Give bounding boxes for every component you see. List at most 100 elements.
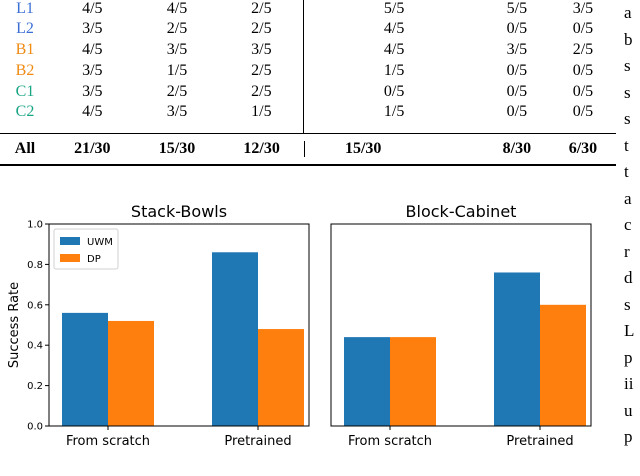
table-rule-cell (219, 122, 305, 134)
table-row: B1 4/5 3/5 3/5 4/5 3/5 2/5 (0, 39, 616, 60)
body-text-fragment: d (624, 268, 633, 287)
table-cell: 4/5 (82, 103, 103, 120)
table-cell: 3/5 (506, 40, 528, 58)
table-cell: 1/5 (383, 61, 405, 79)
bar-dp (390, 337, 436, 426)
table-cell: 2/5 (166, 82, 188, 100)
table-cell: 3/5 (572, 0, 594, 17)
table-cell: 0/5 (383, 82, 405, 100)
table-row: C1 3/5 2/5 2/5 0/5 0/5 0/5 (0, 81, 616, 102)
body-text-fragment: t (624, 135, 629, 155)
legend-swatch (60, 237, 80, 245)
table-rule-cell (50, 122, 135, 134)
table-rule-cell (483, 122, 550, 134)
column-separator (303, 141, 305, 158)
body-text-fragment: s (624, 82, 631, 102)
total-cell-value: 15/30 (344, 140, 382, 157)
x-tick-label: From scratch (348, 434, 432, 449)
table-cell: 4/5 (82, 40, 103, 58)
total-cell: 21/30 (50, 133, 135, 166)
total-cell: 6/30 (549, 133, 616, 166)
table-cell: 2/5 (166, 19, 188, 37)
table-row: C2 4/5 3/5 1/5 1/5 0/5 0/5 (0, 102, 616, 122)
body-text-fragment: ii (624, 374, 634, 393)
table-cell: 1/5 (166, 61, 188, 79)
bar-dp (108, 320, 154, 426)
table-cell: 3/5 (82, 61, 103, 79)
table-cell: 0/5 (572, 103, 594, 120)
y-axis-label: Success Rate (7, 282, 22, 368)
table-cell: 3/5 (219, 39, 305, 60)
body-text-fragment: t (624, 162, 629, 181)
table-cell: 3/5 (82, 82, 103, 100)
table-rule (0, 122, 616, 134)
bar-dp (258, 329, 304, 426)
body-text-fragment: a (624, 188, 632, 208)
bar-dp (540, 304, 586, 426)
table-rule-cell (134, 122, 220, 134)
body-text-fragment: c (624, 215, 632, 234)
table-cell: 0/5 (506, 103, 528, 120)
results-table-body: L1 4/5 4/5 2/5 5/5 5/5 3/5 L2 3/5 2/5 2/5 4/5 0/5 0/5… (0, 0, 616, 166)
table-rule-cell (549, 122, 616, 134)
table-cell: 3/5 (166, 103, 188, 120)
table-cell: 2/5 (219, 0, 305, 18)
row-label: B1 (15, 40, 35, 58)
body-text-fragment: s (624, 109, 631, 128)
table-rule-cell (0, 122, 50, 134)
legend-box (53, 228, 119, 270)
table-cell: 2/5 (572, 40, 594, 58)
table-cell: 2/5 (219, 18, 305, 39)
table-cell: 4/5 (166, 0, 188, 17)
table-cell: 0/5 (572, 61, 594, 79)
table-cell: 2/5 (219, 60, 305, 81)
table-cell: 4/5 (383, 19, 405, 37)
body-text-fragment: a (624, 3, 632, 22)
row-label: L2 (16, 19, 34, 37)
total-cell: 15/30 (134, 133, 220, 166)
table-cell: 0/5 (506, 82, 528, 100)
table-row: L2 3/5 2/5 2/5 4/5 0/5 0/5 (0, 18, 616, 39)
x-tick-label: Pretrained (224, 434, 291, 449)
plot-frame (330, 223, 592, 427)
total-cell: 12/30 (219, 133, 304, 166)
body-text-fragment: s (624, 56, 631, 75)
table-cell: 1/5 (383, 103, 405, 120)
plot-frame (48, 223, 310, 427)
y-tick-label: 0.2 (27, 381, 43, 392)
row-label: B2 (15, 61, 35, 79)
table-row: B2 3/5 1/5 2/5 1/5 0/5 0/5 (0, 60, 616, 81)
results-table: L1 4/5 4/5 2/5 5/5 5/5 3/5 L2 3/5 2/5 2/5 4/5 0/5 0/5… (0, 0, 616, 166)
table-cell: 0/5 (572, 19, 594, 37)
table-cell: 5/5 (383, 0, 405, 17)
body-text-fragment: p (624, 427, 633, 446)
bar-uwm (494, 272, 540, 426)
legend-swatch (60, 254, 80, 262)
table-cell: 1/5 (219, 102, 305, 122)
table-cell: 3/5 (82, 19, 103, 37)
y-tick-label: 0.8 (27, 260, 43, 271)
table-rule-cell (303, 122, 484, 134)
table-cell: 0/5 (506, 61, 528, 79)
table-cell: 4/5 (383, 40, 405, 58)
body-text-fragment: p (624, 347, 633, 367)
table-cell: 0/5 (506, 19, 528, 37)
body-text-fragment: r (624, 241, 630, 261)
row-label: C1 (15, 82, 35, 100)
total-cell: 8/30 (483, 133, 550, 166)
success-rate-charts: Stack-Bowls From scratch Pretrained 0.0 0.2 0… (7, 202, 592, 449)
y-tick-label: 0.4 (27, 341, 43, 352)
row-label: C2 (15, 103, 35, 120)
table-cell: 3/5 (166, 40, 188, 58)
y-tick-label: 1.0 (27, 220, 43, 231)
body-text-fragment: s (624, 294, 631, 314)
legend-label: DP (87, 254, 101, 265)
bar-uwm (212, 252, 258, 426)
table-cell: 2/5 (219, 81, 305, 102)
y-tick-label: 0.0 (27, 422, 43, 433)
y-tick-label: 0.6 (27, 300, 43, 311)
x-tick-label: From scratch (66, 434, 150, 449)
table-row: L1 4/5 4/5 2/5 5/5 5/5 3/5 (0, 0, 616, 18)
legend-label: UWM (87, 237, 113, 248)
